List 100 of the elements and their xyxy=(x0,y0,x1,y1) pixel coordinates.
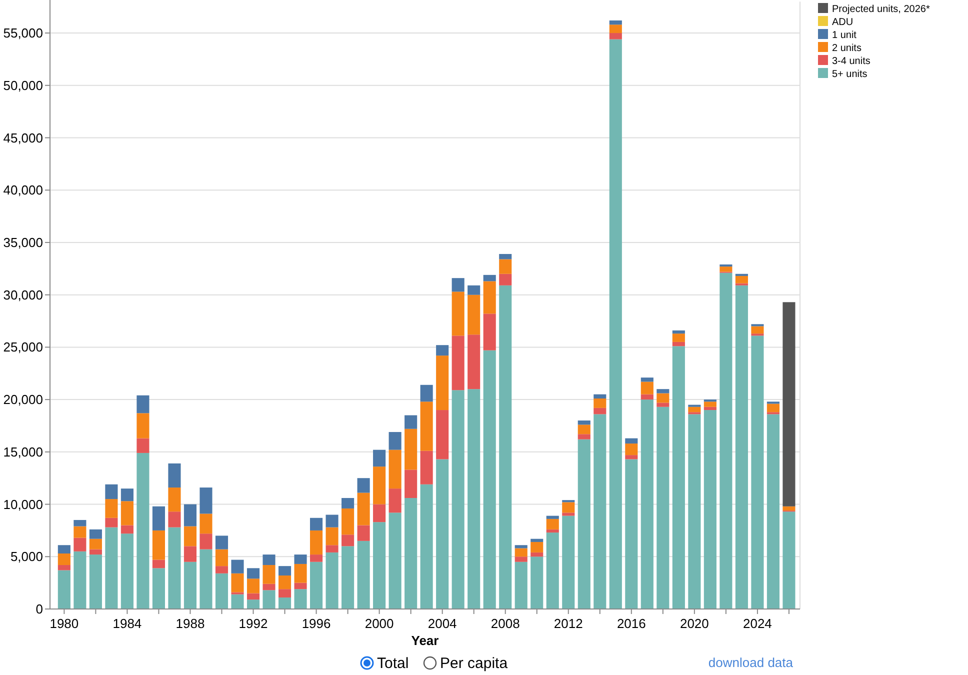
bar xyxy=(578,434,590,440)
bar xyxy=(215,573,228,609)
bar xyxy=(357,492,370,526)
bar xyxy=(452,390,464,609)
bar xyxy=(483,281,496,314)
bar xyxy=(136,413,150,438)
bar xyxy=(105,499,118,518)
x-tick-label: 2016 xyxy=(616,616,646,631)
bar xyxy=(404,470,418,498)
bar xyxy=(720,266,732,272)
bar xyxy=(704,406,716,410)
bar xyxy=(136,438,150,453)
bar xyxy=(720,272,732,609)
text: Total xyxy=(377,655,409,672)
bar xyxy=(499,259,512,274)
bar xyxy=(562,516,575,609)
bar xyxy=(74,520,86,526)
bar xyxy=(231,594,244,609)
bar xyxy=(310,518,323,530)
x-tick-label: 2004 xyxy=(428,616,457,631)
bar xyxy=(452,336,464,390)
bar xyxy=(326,545,338,552)
bar xyxy=(200,534,212,550)
x-tick-label: 2012 xyxy=(554,616,583,631)
bar xyxy=(342,508,354,535)
bar xyxy=(326,527,338,546)
bar xyxy=(594,394,606,399)
bar xyxy=(404,428,418,470)
bar xyxy=(672,346,685,609)
bar xyxy=(420,402,433,451)
bar xyxy=(74,526,86,538)
x-tick-label: 1980 xyxy=(50,616,79,631)
bar xyxy=(326,552,338,609)
bar xyxy=(546,529,559,533)
bar xyxy=(656,393,670,403)
bar xyxy=(578,420,590,425)
bar xyxy=(168,488,181,512)
bar xyxy=(751,336,764,609)
bar xyxy=(120,525,134,534)
bar xyxy=(168,512,181,528)
x-tick-label: 1984 xyxy=(112,616,142,631)
legend-label: ADU xyxy=(832,17,854,28)
y-tick-label: 35,000 xyxy=(3,235,43,250)
bar xyxy=(751,326,764,334)
bar xyxy=(436,356,449,410)
y-tick-label: 50,000 xyxy=(3,78,43,93)
bar xyxy=(278,597,292,609)
bar xyxy=(105,527,118,609)
bar xyxy=(58,545,70,554)
bar xyxy=(546,532,559,609)
bar xyxy=(656,402,670,407)
bar xyxy=(246,568,260,579)
bar xyxy=(514,562,528,609)
legend-label: 1 unit xyxy=(832,30,857,41)
bar xyxy=(262,590,276,609)
bar xyxy=(688,406,701,412)
bar xyxy=(514,556,528,562)
bar xyxy=(105,518,118,528)
bar xyxy=(625,455,638,460)
bar xyxy=(735,276,748,284)
bar xyxy=(357,525,370,541)
bar xyxy=(120,501,134,526)
bar xyxy=(278,589,292,598)
x-tick-label: 1992 xyxy=(238,616,268,631)
bar xyxy=(530,538,544,542)
bar xyxy=(152,568,165,609)
bar xyxy=(625,459,638,609)
bar xyxy=(720,264,732,267)
bar xyxy=(152,560,165,568)
bar xyxy=(89,549,102,555)
bar xyxy=(200,549,212,609)
bar xyxy=(136,452,150,609)
bar xyxy=(578,439,590,609)
bar xyxy=(231,573,244,592)
x-axis-title: Year xyxy=(411,633,439,648)
bar xyxy=(483,350,496,609)
bar xyxy=(688,414,701,609)
bar xyxy=(594,408,606,414)
bar xyxy=(640,382,654,394)
bar xyxy=(215,566,228,574)
bar xyxy=(594,414,606,609)
y-tick-label: 30,000 xyxy=(3,287,43,302)
bar xyxy=(672,334,685,342)
bar xyxy=(436,345,449,356)
bar xyxy=(388,512,402,609)
bar xyxy=(499,285,512,609)
text: download data xyxy=(708,655,794,670)
y-tick-label: 15,000 xyxy=(3,444,43,460)
bar xyxy=(609,20,622,25)
bar xyxy=(168,527,181,609)
bar xyxy=(704,410,716,609)
y-tick-label: 0 xyxy=(36,602,43,617)
bar xyxy=(420,384,433,402)
bar xyxy=(625,444,638,456)
legend-label: Projected units, 2026* xyxy=(832,4,930,15)
bar xyxy=(89,554,102,609)
bar xyxy=(640,378,654,382)
bar xyxy=(89,529,102,539)
bar xyxy=(562,512,575,516)
bar xyxy=(640,394,654,400)
